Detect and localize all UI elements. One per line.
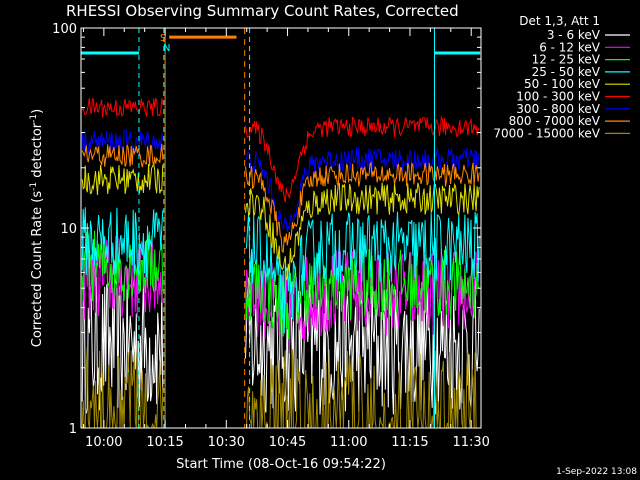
series-line-5 xyxy=(81,161,164,196)
y-axis-ticks: 1 10 100 xyxy=(52,22,481,437)
series-line-4 xyxy=(245,211,480,334)
legend-label: 300 - 800 keV xyxy=(516,102,600,116)
plot-area: SN 1 10 100 10:00 10:15 10:30 10:45 11:00 11:15… xyxy=(52,22,490,450)
y-tick-label: 1 xyxy=(69,422,77,437)
series-line-8 xyxy=(245,161,480,254)
series-line-5 xyxy=(245,182,480,281)
series-line-6 xyxy=(245,115,480,203)
series-line-3 xyxy=(81,230,164,302)
y-axis-label-mid: detector xyxy=(30,122,45,182)
legend-label: 6 - 12 keV xyxy=(539,40,601,54)
y-tick-label: 100 xyxy=(52,22,77,37)
series-line-6 xyxy=(81,97,164,118)
legend-label: 800 - 7000 keV xyxy=(509,114,601,128)
x-axis-label: Start Time (08-Oct-16 09:54:22) xyxy=(176,457,386,472)
y-axis-label: Corrected Count Rate (s-1 detector-1) xyxy=(29,109,45,347)
legend-header: Det 1,3, Att 1 xyxy=(519,14,600,28)
series-line-2 xyxy=(81,235,164,320)
y-axis-label-sup1: -1 xyxy=(29,182,39,191)
series-line-7 xyxy=(245,147,480,232)
x-tick-label: 10:15 xyxy=(146,435,183,450)
series-line-8 xyxy=(81,143,164,168)
legend-label: 50 - 100 keV xyxy=(524,77,601,91)
legend-label: 3 - 6 keV xyxy=(547,28,601,42)
x-tick-label: 11:00 xyxy=(330,435,367,450)
series-line-4 xyxy=(81,207,164,278)
x-tick-label: 11:30 xyxy=(452,435,489,450)
legend-label: 100 - 300 keV xyxy=(516,90,600,104)
legend-label: 7000 - 15000 keV xyxy=(493,126,600,140)
x-tick-label: 10:00 xyxy=(85,435,122,450)
legend-label: 12 - 25 keV xyxy=(532,53,601,67)
series-line-1 xyxy=(245,275,480,415)
night-label: N xyxy=(163,43,170,54)
series-line-9 xyxy=(245,348,480,430)
x-tick-label: 10:45 xyxy=(269,435,306,450)
x-axis-ticks: 10:00 10:15 10:30 10:45 11:00 11:15 11:30 xyxy=(82,28,490,450)
y-axis-label-main: Corrected Count Rate (s xyxy=(30,191,45,348)
timestamp: 1-Sep-2022 13:08 xyxy=(556,467,637,477)
legend-label: 25 - 50 keV xyxy=(532,65,601,79)
x-tick-label: 11:15 xyxy=(391,435,428,450)
y-axis-label-end: ) xyxy=(30,109,45,114)
y-tick-label: 10 xyxy=(60,222,77,237)
x-tick-label: 10:30 xyxy=(208,435,245,450)
saa-label: S xyxy=(160,33,166,44)
y-axis-label-sup2: -1 xyxy=(29,114,39,123)
chart-title: RHESSI Observing Summary Count Rates, Co… xyxy=(66,2,459,20)
markers-layer: SN xyxy=(81,28,481,428)
data-layer xyxy=(81,97,480,430)
